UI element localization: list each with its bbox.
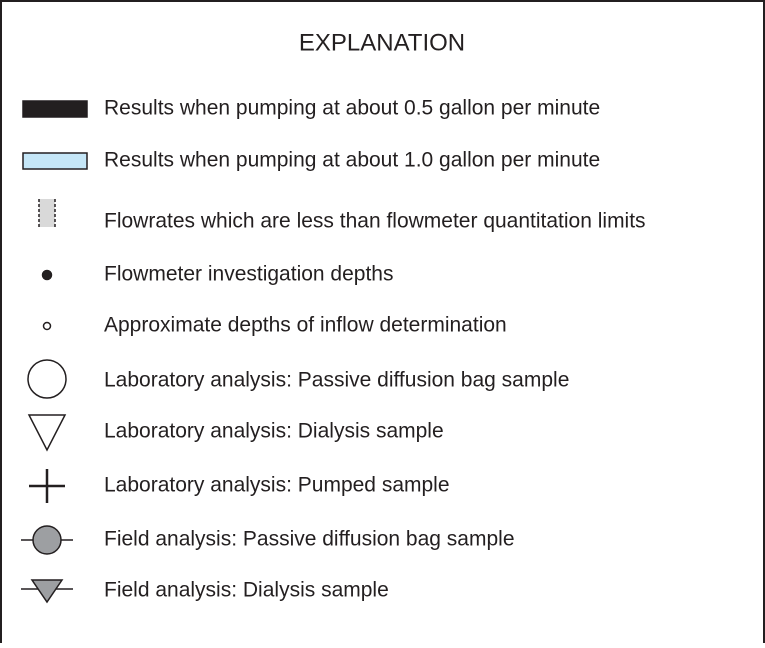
- symbol-gray-triangle: [30, 579, 64, 604]
- symbol-gray-circle: [32, 525, 62, 555]
- symbols: [21, 100, 88, 604]
- item-label: Results when pumping at about 0.5 gallon…: [104, 97, 600, 120]
- item-label: Results when pumping at about 1.0 gallon…: [104, 149, 600, 172]
- item-label: Laboratory analysis: Passive diffusion b…: [104, 369, 569, 392]
- item-label: Laboratory analysis: Dialysis sample: [104, 420, 444, 443]
- item-label: Flowrates which are less than flowmeter …: [104, 210, 646, 233]
- item-label: Field analysis: Passive diffusion bag sa…: [104, 528, 515, 551]
- symbol-dot: [41, 269, 53, 281]
- symbol-blue-bar: [22, 152, 88, 170]
- symbol-gray-bar: [39, 199, 55, 227]
- item-label: Approximate depths of inflow determinati…: [104, 314, 507, 337]
- symbol-triangle: [27, 414, 67, 452]
- item-label: Laboratory analysis: Pumped sample: [104, 474, 450, 497]
- labels: Results when pumping at about 0.5 gallon…: [104, 97, 646, 602]
- item-label: Flowmeter investigation depths: [104, 263, 393, 286]
- item-label: Field analysis: Dialysis sample: [104, 579, 389, 602]
- title: EXPLANATION: [299, 29, 465, 56]
- symbol-circle: [27, 359, 67, 399]
- symbol-small-circle: [42, 321, 52, 331]
- symbol-black-bar: [22, 100, 88, 118]
